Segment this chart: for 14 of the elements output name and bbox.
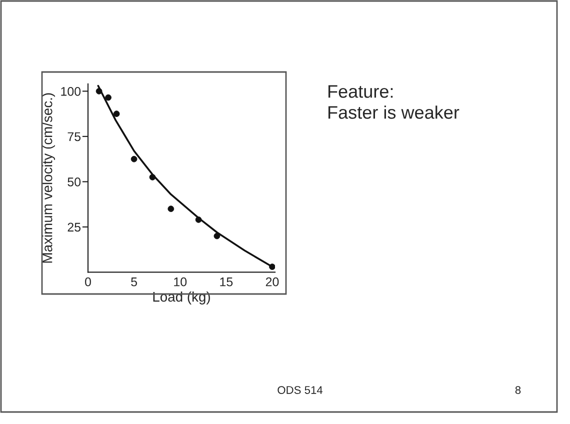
text: Feature: [328, 85, 393, 98]
text: ODS 514 [278, 386, 323, 394]
y-tick-label: 100 [61, 86, 81, 96]
x-tick-label: 10 [174, 277, 187, 286]
x-tick-label: 20 [266, 277, 279, 286]
x-tick-label: 15 [220, 278, 233, 286]
x-tick-label: 0 [85, 277, 91, 286]
y-tick-label: 25 [68, 222, 81, 232]
y-tick-label: 75 [68, 132, 81, 142]
text: Faster is weaker [328, 106, 460, 119]
x-tick-label: 5 [131, 278, 138, 286]
text: 8 [515, 386, 521, 394]
y-tick-label: 50 [68, 178, 81, 186]
y-axis-title: Maximum velocity (cm/sec.) [42, 93, 55, 263]
